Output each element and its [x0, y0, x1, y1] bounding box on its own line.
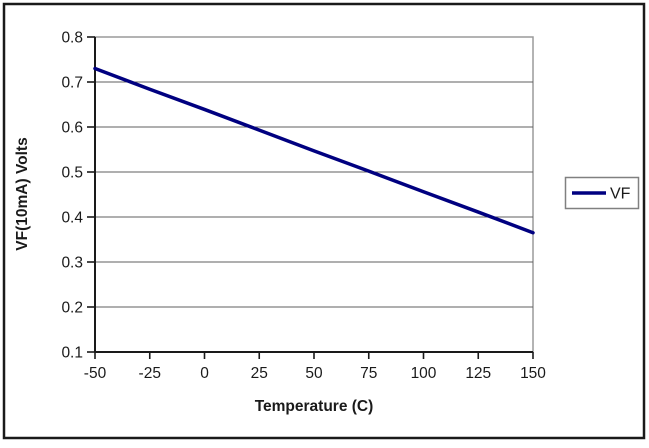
plot-area: [94, 36, 534, 353]
vf-series-line: [93, 66, 535, 235]
x-tick-label-25: 25: [251, 365, 268, 382]
gridlines: [95, 81, 533, 308]
x-tick-label-125: 125: [465, 365, 491, 382]
y-tick-label-0.2: 0.2: [61, 300, 83, 317]
x-tick-label--25: -25: [139, 365, 161, 382]
x-tick-labels: -50 -25 0 25 50 75 100 125 150: [84, 365, 547, 382]
x-tick-label-0: 0: [200, 365, 209, 382]
y-tick-labels: 0.1 0.2 0.3 0.4 0.5 0.6 0.7 0.8: [61, 30, 83, 362]
figure-border: [2, 2, 646, 440]
x-tick-label-100: 100: [411, 365, 437, 382]
x-tick-label-150: 150: [520, 365, 546, 382]
legend-label: VF: [610, 186, 631, 203]
y-tick-label-0.5: 0.5: [61, 165, 83, 182]
y-tick-label-0.3: 0.3: [61, 255, 83, 272]
y-axis-title: VF(10mA) Volts: [14, 137, 31, 250]
x-tick-label-50: 50: [305, 365, 323, 382]
y-tick-label-0.1: 0.1: [61, 345, 83, 362]
x-axis-title: Temperature (C): [255, 398, 374, 415]
x-tick-label-75: 75: [360, 365, 377, 382]
y-tick-label-0.8: 0.8: [61, 30, 83, 47]
legend: VF: [564, 176, 640, 210]
y-tick-label-0.4: 0.4: [61, 210, 83, 227]
series-line-vf: [93, 66, 535, 235]
tick-marks: [87, 36, 534, 359]
y-tick-label-0.6: 0.6: [61, 120, 83, 137]
y-tick-label-0.7: 0.7: [61, 75, 83, 92]
x-tick-label--50: -50: [84, 365, 107, 382]
